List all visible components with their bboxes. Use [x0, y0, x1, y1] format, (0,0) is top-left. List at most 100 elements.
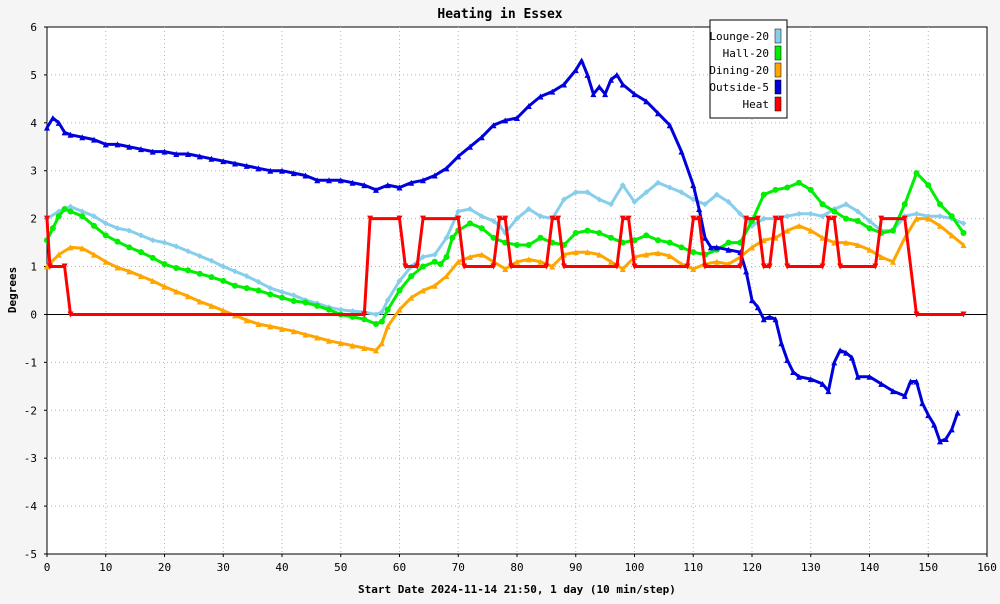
data-point [784, 356, 791, 363]
data-point [760, 263, 767, 270]
data-point [901, 392, 908, 399]
data-point [619, 265, 626, 272]
data-point [866, 373, 873, 380]
data-point [467, 220, 473, 227]
series-dining-20 [44, 215, 967, 354]
data-point [854, 208, 861, 215]
x-tick-label: 100 [625, 561, 645, 574]
data-point [61, 129, 68, 136]
data-point [737, 263, 744, 270]
data-point [631, 91, 638, 98]
data-point [44, 124, 50, 131]
data-point [420, 177, 426, 184]
data-point [643, 98, 650, 105]
data-point [596, 230, 603, 237]
data-point [831, 239, 838, 246]
data-point [420, 215, 426, 222]
data-point [449, 234, 456, 241]
data-point [913, 215, 920, 222]
data-point [825, 215, 832, 222]
data-point [572, 67, 579, 74]
data-point [61, 263, 68, 270]
data-point [337, 177, 344, 184]
data-point [643, 232, 650, 239]
data-point [255, 287, 262, 294]
data-point [772, 186, 779, 193]
data-point [819, 201, 826, 208]
data-point [666, 122, 673, 129]
data-point [901, 201, 908, 208]
data-point [778, 340, 785, 347]
data-point [537, 234, 544, 241]
data-point [807, 210, 814, 217]
data-point [584, 71, 591, 78]
data-point [925, 215, 932, 222]
data-point [208, 274, 215, 281]
data-point [478, 225, 485, 232]
data-point [161, 239, 168, 246]
data-point [561, 263, 567, 270]
data-point [79, 134, 86, 141]
data-point [596, 196, 603, 203]
legend-swatch-heat [774, 96, 782, 112]
data-point [255, 278, 262, 285]
data-point [819, 234, 826, 241]
data-point [843, 215, 849, 222]
data-point [126, 244, 133, 251]
data-point [743, 215, 750, 222]
x-tick-label: 20 [158, 561, 171, 574]
data-point [431, 258, 438, 265]
data-point [807, 227, 814, 234]
legend-swatch-hall-20 [774, 45, 782, 61]
data-point [960, 230, 967, 237]
data-point [619, 81, 626, 88]
data-point [431, 172, 438, 179]
y-tick-label: -2 [24, 404, 37, 417]
data-point [702, 263, 708, 270]
series-outside-5 [44, 57, 961, 445]
data-point [196, 153, 203, 160]
data-point [314, 302, 321, 309]
data-point [255, 321, 262, 328]
data-point [138, 232, 144, 239]
data-point [431, 282, 438, 289]
y-tick-label: -3 [24, 452, 37, 465]
data-point [414, 263, 421, 270]
data-point [373, 321, 379, 328]
data-point [807, 186, 814, 193]
data-point [537, 258, 544, 265]
data-point [713, 244, 720, 251]
data-point [478, 213, 485, 220]
data-point [114, 225, 121, 232]
data-point [67, 203, 74, 210]
data-point [608, 76, 614, 83]
data-point [378, 340, 385, 347]
data-point [725, 239, 732, 246]
data-point [843, 201, 849, 208]
data-point [67, 244, 74, 251]
data-point [220, 307, 227, 314]
data-point [279, 294, 285, 301]
data-point [696, 215, 703, 222]
data-point [713, 258, 720, 265]
data-point [807, 376, 814, 383]
data-point [337, 306, 344, 313]
data-point [843, 239, 849, 246]
data-point [890, 388, 896, 395]
data-point [232, 268, 238, 275]
data-point [702, 201, 708, 208]
data-point [185, 267, 191, 274]
data-point [44, 263, 50, 270]
y-tick-label: 3 [30, 165, 37, 178]
data-point [467, 206, 473, 213]
axes-labels: 0 10 20 30 40 50 60 70 80 90 100 110 120 130 140 150 160… [24, 21, 997, 574]
data-point [367, 215, 374, 222]
y-tick-label: -5 [24, 548, 37, 561]
data-point [590, 91, 597, 98]
data-point [919, 400, 926, 407]
data-point [46, 263, 53, 270]
data-point [537, 93, 544, 100]
data-point [690, 249, 697, 256]
legend-swatch-dining-20 [774, 62, 782, 78]
data-point [866, 218, 873, 225]
